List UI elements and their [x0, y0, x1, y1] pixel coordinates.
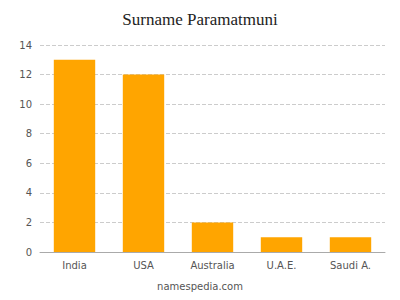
svg-text:Australia: Australia [190, 260, 234, 271]
svg-text:U.A.E.: U.A.E. [267, 260, 297, 271]
svg-text:14: 14 [19, 40, 32, 51]
svg-text:India: India [62, 260, 87, 271]
svg-text:12: 12 [19, 69, 32, 80]
svg-text:namespedia.com: namespedia.com [157, 281, 243, 292]
svg-text:2: 2 [26, 217, 32, 228]
svg-text:8: 8 [26, 128, 32, 139]
svg-text:Saudi A.: Saudi A. [330, 260, 371, 271]
svg-text:0: 0 [26, 247, 32, 258]
svg-text:4: 4 [26, 187, 32, 198]
svg-text:10: 10 [19, 99, 32, 110]
svg-text:6: 6 [26, 158, 32, 169]
svg-text:USA: USA [133, 260, 154, 271]
svg-text:Surname Paramatmuni: Surname Paramatmuni [122, 10, 278, 29]
